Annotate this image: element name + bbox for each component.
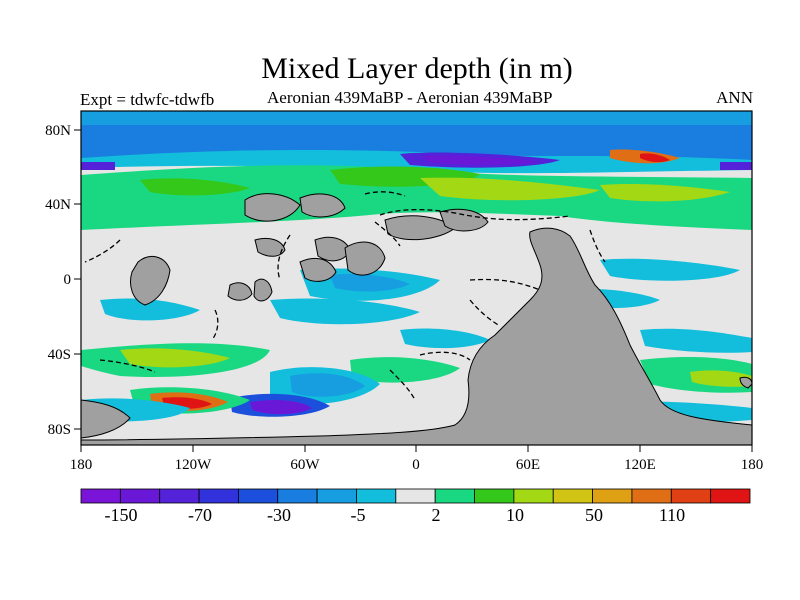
plot-title: Mixed Layer depth (in m) — [261, 52, 573, 85]
colorbar-swatch — [474, 488, 515, 504]
longitude-tick-labels: 180 120W 60W 0 60E 120E 180 — [70, 457, 764, 473]
colorbar-label: 110 — [659, 505, 685, 525]
colorbar-swatch — [552, 488, 593, 504]
colorbar-swatch — [592, 488, 633, 504]
colorbar-swatch — [277, 488, 318, 504]
x-tick-label: 180 — [70, 457, 93, 473]
y-tick-label: 40S — [48, 347, 71, 363]
x-tick-label: 120E — [624, 457, 656, 473]
land-masses — [81, 193, 752, 445]
colorbar-swatch — [670, 488, 712, 504]
colorbar-swatch — [316, 488, 357, 504]
y-tick-label: 80N — [45, 123, 71, 139]
colorbar — [80, 488, 751, 504]
map-frame — [74, 110, 753, 452]
season-label: ANN — [716, 88, 753, 107]
dashed-coastlines — [84, 191, 606, 401]
colorbar-swatch — [395, 488, 436, 504]
colorbar-label: -150 — [105, 505, 138, 525]
y-tick-label: 0 — [64, 272, 72, 288]
colorbar-label: -30 — [267, 505, 291, 525]
colorbar-swatch — [159, 488, 200, 504]
y-tick-label: 40N — [45, 197, 71, 213]
colorbar-label: 2 — [432, 505, 441, 525]
colorbar-labels: -150 -70 -30 -5 2 10 50 110 — [105, 505, 686, 525]
colorbar-swatch — [356, 488, 397, 504]
colorbar-swatch — [119, 488, 161, 504]
colorbar-label: 10 — [506, 505, 524, 525]
x-tick-label: 60W — [290, 457, 320, 473]
colorbar-swatch — [631, 488, 672, 504]
x-tick-label: 60E — [516, 457, 540, 473]
period-label: Aeronian 439MaBP - Aeronian 439MaBP — [267, 88, 553, 107]
x-tick-label: 0 — [412, 457, 420, 473]
x-tick-label: 180 — [741, 457, 764, 473]
colorbar-swatch — [513, 488, 554, 504]
x-tick-label: 120W — [175, 457, 213, 473]
colorbar-label: -5 — [351, 505, 366, 525]
experiment-label: Expt = tdwfc-tdwfb — [80, 90, 215, 109]
colorbar-swatch — [238, 488, 279, 504]
colorbar-swatch — [710, 488, 751, 504]
colorbar-label: 50 — [585, 505, 603, 525]
colorbar-swatch — [434, 488, 475, 504]
latitude-tick-labels: 80N 40N 0 40S 80S — [45, 123, 71, 438]
y-tick-label: 80S — [48, 422, 71, 438]
mixed-layer-field — [81, 111, 752, 445]
colorbar-swatch — [80, 488, 121, 504]
colorbar-label: -70 — [188, 505, 212, 525]
colorbar-swatch — [198, 488, 239, 504]
